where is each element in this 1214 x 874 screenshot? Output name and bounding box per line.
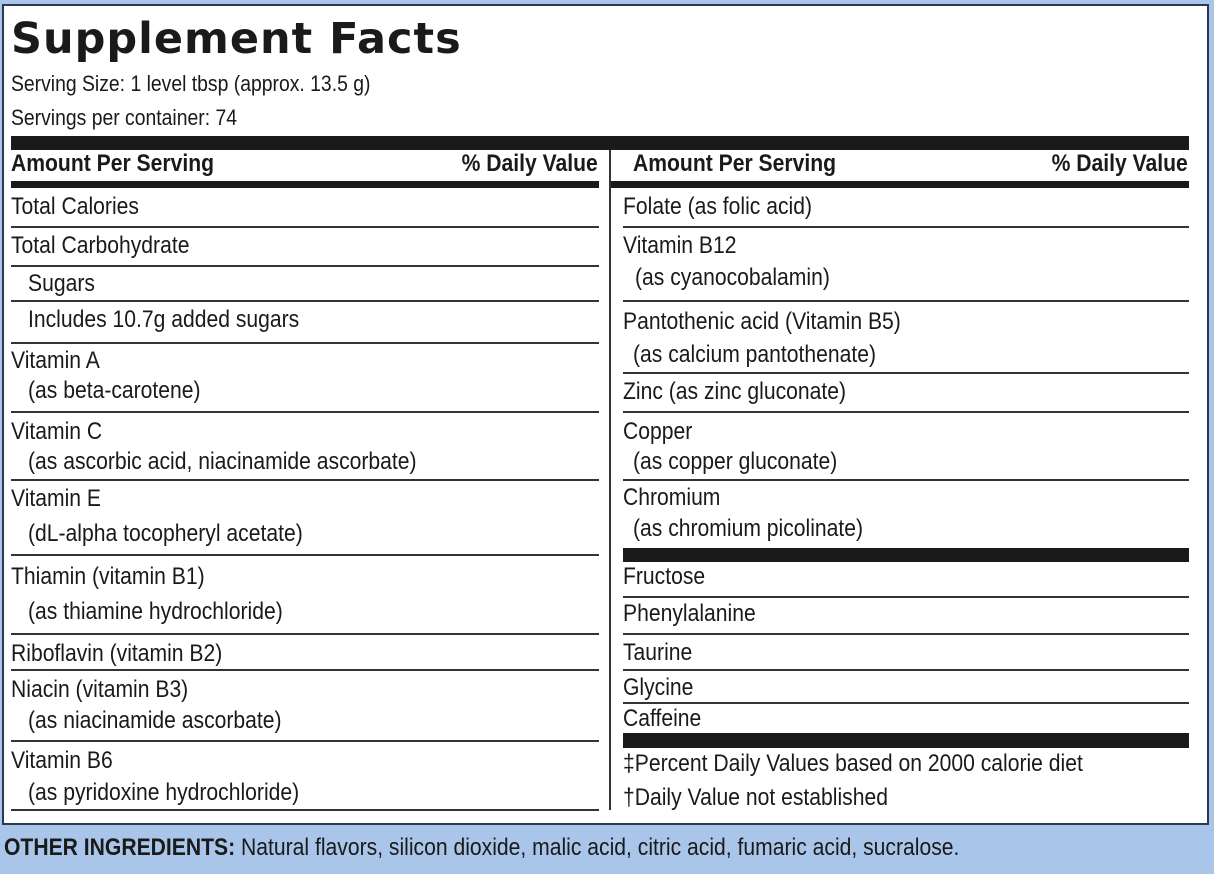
nutrient-source: (as pyridoxine hydrochloride) — [28, 779, 300, 806]
page-title: Supplement Facts — [11, 14, 462, 64]
nutrient-name: Zinc (as zinc gluconate) — [623, 378, 847, 405]
row-divider — [11, 411, 599, 413]
row-divider — [11, 554, 599, 556]
nutrient-name: Thiamin (vitamin B1) — [11, 563, 205, 590]
row-divider — [623, 669, 1189, 671]
nutrient-source: (as copper gluconate) — [633, 448, 838, 475]
nutrient-name: Chromium — [623, 484, 721, 511]
right-header-dv: % Daily Value — [1051, 150, 1188, 177]
nutrient-name: Pantothenic acid (Vitamin B5) — [623, 308, 901, 335]
row-divider — [11, 809, 599, 811]
nutrient-source: (as beta-carotene) — [28, 377, 201, 404]
nutrient-source: (as calcium pantothenate) — [633, 341, 877, 368]
other-ingredients: OTHER INGREDIENTS: Natural flavors, sili… — [4, 836, 959, 860]
nutrient-name: Vitamin C — [11, 418, 103, 445]
header-bottom-bar-left — [11, 181, 599, 188]
servings-per-container: Servings per container: 74 — [11, 105, 238, 130]
row-divider — [11, 633, 599, 635]
ingredient-name: Phenylalanine — [623, 600, 756, 627]
row-divider — [623, 226, 1189, 228]
row-divider — [11, 265, 599, 267]
row-divider — [623, 300, 1189, 302]
row-divider — [11, 740, 599, 742]
other-ingredients-text: Natural flavors, silicon dioxide, malic … — [235, 834, 960, 861]
footnote-not-established: †Daily Value not established — [623, 784, 888, 811]
left-header-dv: % Daily Value — [461, 150, 598, 177]
row-divider — [623, 479, 1189, 481]
nutrient-name: Vitamin A — [11, 347, 100, 374]
nutrient-source: (as niacinamide ascorbate) — [28, 707, 282, 734]
section-bar — [623, 548, 1189, 562]
right-header-amount: Amount Per Serving — [633, 150, 837, 177]
ingredient-name: Caffeine — [623, 705, 702, 732]
nutrient-name: Folate (as folic acid) — [623, 193, 812, 220]
left-header-amount: Amount Per Serving — [11, 150, 215, 177]
row-divider — [11, 226, 599, 228]
footnote-percent-dv: ‡Percent Daily Values based on 2000 calo… — [623, 750, 1083, 777]
row-divider — [623, 411, 1189, 413]
row-divider — [11, 479, 599, 481]
nutrient-source: (as chromium picolinate) — [633, 515, 864, 542]
nutrient-name: Vitamin B6 — [11, 747, 113, 774]
row-divider — [623, 702, 1189, 704]
serving-size: Serving Size: 1 level tbsp (approx. 13.5… — [11, 71, 371, 96]
header-top-bar — [11, 136, 1189, 150]
row-divider — [623, 372, 1189, 374]
row-divider — [623, 596, 1189, 598]
nutrient-name: Sugars — [28, 270, 95, 297]
row-divider — [11, 342, 599, 344]
header-bottom-bar-right — [611, 181, 1189, 188]
nutrient-name: Vitamin E — [11, 485, 102, 512]
nutrient-name: Total Calories — [11, 193, 139, 220]
nutrient-name: Vitamin B12 — [623, 232, 737, 259]
nutrient-source: (dL-alpha tocopheryl acetate) — [28, 520, 303, 547]
nutrient-name: Niacin (vitamin B3) — [11, 676, 189, 703]
nutrient-source: (as thiamine hydrochloride) — [28, 598, 283, 625]
other-ingredients-label: OTHER INGREDIENTS: — [4, 834, 236, 861]
row-divider — [11, 300, 599, 302]
row-divider — [11, 669, 599, 671]
row-divider — [623, 633, 1189, 635]
nutrient-source: (as ascorbic acid, niacinamide ascorbate… — [28, 448, 417, 475]
ingredient-name: Fructose — [623, 563, 706, 590]
ingredient-name: Taurine — [623, 639, 693, 666]
nutrient-source: (as cyanocobalamin) — [635, 264, 830, 291]
ingredient-name: Glycine — [623, 674, 694, 701]
column-divider — [609, 150, 611, 810]
nutrient-name: Copper — [623, 418, 693, 445]
footnote-bar — [623, 733, 1189, 748]
nutrient-name: Riboflavin (vitamin B2) — [11, 640, 223, 667]
nutrient-name: Total Carbohydrate — [11, 232, 190, 259]
nutrient-name: Includes 10.7g added sugars — [28, 306, 300, 333]
